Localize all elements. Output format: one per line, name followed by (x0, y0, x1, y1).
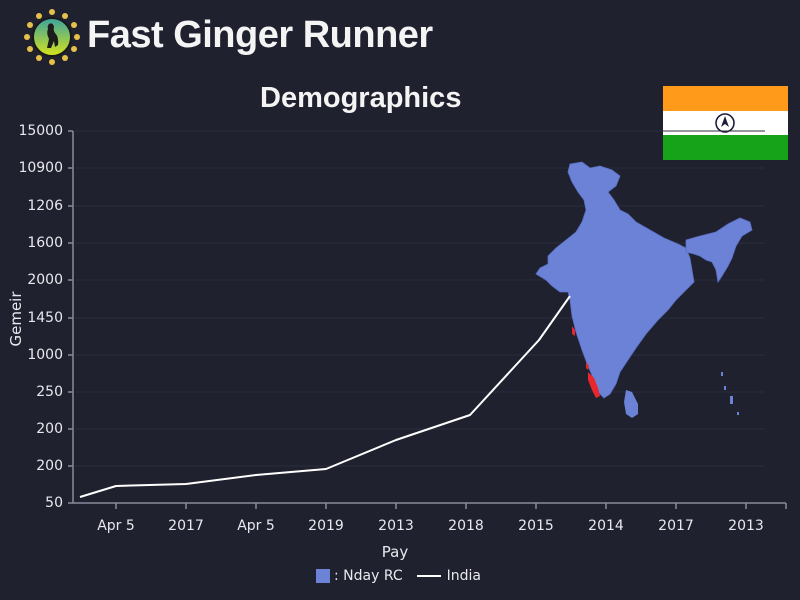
y-tick-label: 1206 (27, 198, 63, 214)
chart-title: Demographics (260, 82, 462, 114)
y-tick-label: 15000 (18, 123, 63, 139)
x-tick-label: Apr 5 (97, 518, 135, 534)
legend-swatch-line (416, 575, 441, 577)
y-axis-label: Gemeir (7, 291, 25, 347)
x-tick-label: 2015 (518, 518, 554, 534)
y-tick-label: 1450 (27, 310, 63, 326)
x-axis-label: Pay (381, 543, 409, 561)
y-tick-label: 200 (36, 421, 63, 437)
legend-swatch-area (316, 569, 330, 583)
x-axis (73, 502, 787, 509)
x-tick-label: 2019 (308, 518, 344, 534)
legend-label: : Nday RC (334, 568, 403, 584)
app-title: Fast Ginger Runner (87, 14, 433, 56)
india-map (535, 161, 753, 418)
legend: : Nday RC India (316, 568, 481, 584)
runner-sun-emblem-icon (24, 9, 80, 65)
y-tick-label: 50 (45, 495, 63, 511)
x-tick-label: 2017 (168, 518, 204, 534)
y-tick-label: 1000 (27, 347, 63, 363)
x-tick-label: 2013 (378, 518, 414, 534)
y-tick-label: 200 (36, 458, 63, 474)
y-tick-label: 2000 (27, 272, 63, 288)
y-axis (68, 130, 74, 504)
legend-label: India (446, 568, 482, 584)
x-tick-label: 2013 (728, 518, 764, 534)
india-line-series (79, 295, 571, 498)
y-tick-label: 10900 (18, 160, 63, 176)
y-tick-label: 1600 (27, 235, 63, 251)
y-tick-label: 250 (36, 384, 63, 400)
x-tick-label: Apr 5 (237, 518, 275, 534)
x-tick-label: 2018 (448, 518, 484, 534)
x-tick-label: 2017 (658, 518, 694, 534)
india-flag-icon (663, 86, 788, 160)
x-tick-label: 2014 (588, 518, 624, 534)
